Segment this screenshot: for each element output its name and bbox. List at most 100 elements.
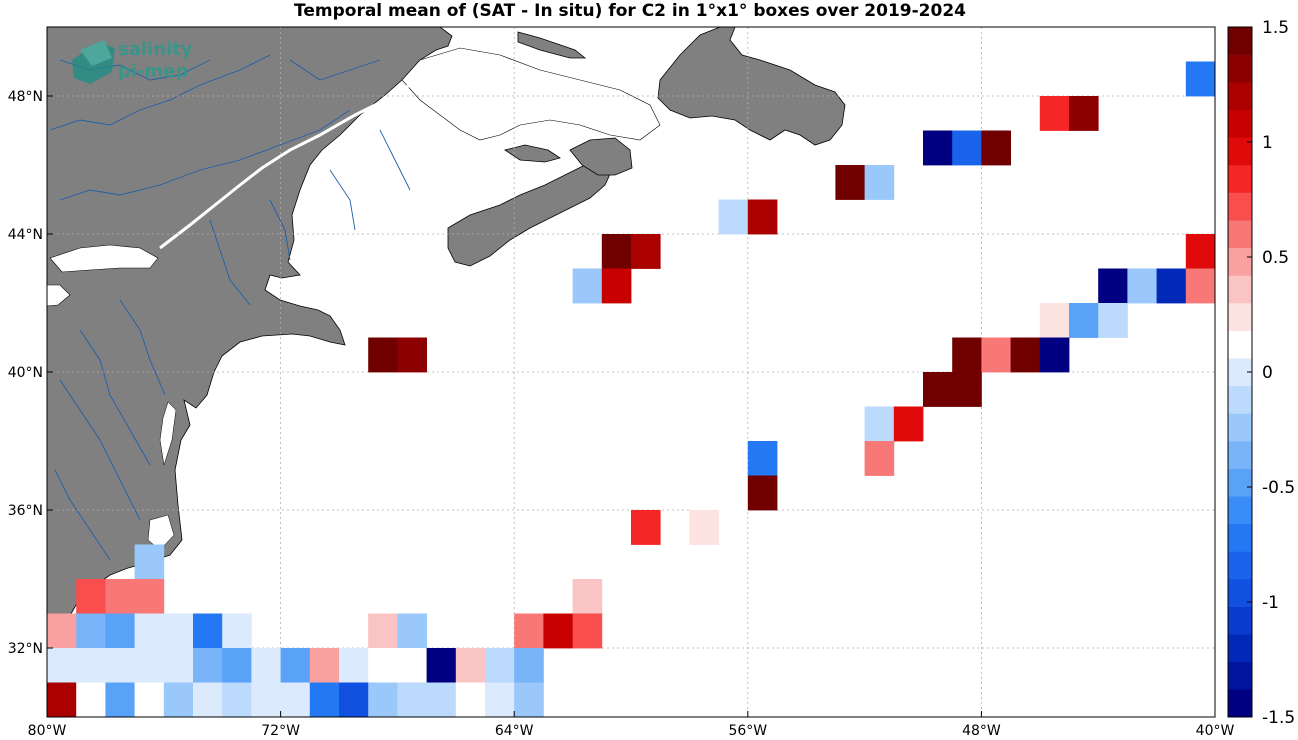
colorbar-swatch-3 bbox=[1228, 606, 1252, 635]
colorbar: 1.5 1 0.5 0 -0.5 -1 -1.5 bbox=[1227, 18, 1295, 728]
heatmap-cell-33 bbox=[864, 441, 895, 476]
heatmap-cell-74 bbox=[76, 682, 106, 718]
heatmap-cell-29 bbox=[952, 372, 982, 407]
heatmap-cell-77 bbox=[163, 682, 194, 718]
heatmap-cell-88 bbox=[485, 682, 515, 718]
colorbar-swatch-6 bbox=[1228, 523, 1252, 552]
heatmap-cell-60 bbox=[163, 648, 194, 683]
heatmap-cell-71 bbox=[485, 648, 515, 683]
heatmap-cell-43 bbox=[572, 579, 603, 614]
salinity-pimep-logo-icon bbox=[72, 40, 115, 84]
heatmap-cell-31 bbox=[893, 406, 924, 442]
colorbar-swatch-14 bbox=[1228, 303, 1252, 331]
y-tick-label-0: 32°N bbox=[8, 641, 43, 657]
heatmap-cell-54 bbox=[543, 613, 573, 649]
heatmap-cell-34 bbox=[689, 475, 719, 511]
y-axis-ticks: 32°N 36°N 40°N 44°N 48°N bbox=[8, 89, 53, 657]
colorbar-tick-label-5: -1 bbox=[1262, 593, 1279, 613]
heatmap-cell-36 bbox=[747, 475, 778, 511]
heatmap-cell-44 bbox=[47, 613, 77, 649]
heatmap-cell-49 bbox=[193, 613, 223, 649]
colorbar-tick-label-2: 0.5 bbox=[1262, 248, 1289, 268]
heatmap-cell-62 bbox=[222, 648, 252, 683]
heatmap-cell-53 bbox=[514, 613, 544, 649]
heatmap-cell-65 bbox=[309, 648, 340, 683]
gulf-of-st-lawrence-water bbox=[401, 47, 661, 141]
heatmap-cell-28 bbox=[923, 372, 953, 407]
heatmap-cell-10 bbox=[601, 234, 632, 269]
colorbar-swatch-1 bbox=[1228, 661, 1252, 690]
colorbar-swatches bbox=[1228, 27, 1252, 718]
heatmap-cell-50 bbox=[222, 613, 252, 649]
map-title: Temporal mean of (SAT - In situ) for C2 … bbox=[294, 1, 966, 21]
heatmap-cell-41 bbox=[105, 579, 135, 614]
heatmap-cell-30 bbox=[864, 406, 895, 442]
heatmap-cell-45 bbox=[76, 613, 106, 649]
heatmap-cell-81 bbox=[280, 682, 311, 718]
colorbar-tick-label-1: 1 bbox=[1262, 133, 1273, 153]
colorbar-swatch-19 bbox=[1228, 165, 1252, 193]
colorbar-swatch-16 bbox=[1228, 247, 1252, 276]
heatmap-cell-22 bbox=[368, 337, 398, 373]
y-tick-label-4: 48°N bbox=[8, 89, 43, 105]
colorbar-swatch-9 bbox=[1228, 441, 1252, 469]
logo-line2: pi-mep bbox=[118, 61, 188, 82]
x-tick-label-0: 80°W bbox=[28, 723, 67, 739]
colorbar-swatch-11 bbox=[1228, 385, 1252, 414]
colorbar-swatch-15 bbox=[1228, 275, 1252, 304]
heatmap-cell-7 bbox=[864, 165, 895, 200]
heatmap-cell-75 bbox=[105, 682, 135, 718]
y-tick-label-1: 36°N bbox=[8, 503, 43, 519]
heatmap-cell-57 bbox=[76, 648, 106, 683]
heatmap-cell-79 bbox=[222, 682, 252, 718]
land-layer bbox=[46, 26, 846, 652]
pei-land bbox=[504, 144, 561, 163]
lake-ontario-water bbox=[49, 244, 159, 273]
heatmap-cell-55 bbox=[572, 613, 603, 649]
y-tick-label-3: 44°N bbox=[8, 227, 43, 243]
heatmap-cell-24 bbox=[952, 337, 982, 373]
heatmap-cell-47 bbox=[134, 613, 165, 649]
heatmap-cell-39 bbox=[134, 544, 165, 580]
heatmap-cell-0 bbox=[1185, 61, 1216, 97]
y-tick-label-2: 40°N bbox=[8, 365, 43, 381]
heatmap-cell-32 bbox=[747, 441, 778, 476]
heatmap-cell-27 bbox=[1039, 337, 1070, 373]
colorbar-swatch-0 bbox=[1228, 689, 1252, 718]
heatmap-cell-42 bbox=[134, 579, 165, 614]
heatmap-cell-66 bbox=[339, 648, 369, 683]
heatmap-cell-58 bbox=[105, 648, 135, 683]
heatmap-cell-5 bbox=[981, 130, 1011, 166]
x-tick-label-4: 48°W bbox=[962, 723, 1001, 739]
colorbar-swatch-24 bbox=[1228, 27, 1252, 55]
heatmap-cell-18 bbox=[1185, 268, 1216, 304]
heatmap-cell-85 bbox=[397, 682, 427, 718]
colorbar-swatch-10 bbox=[1228, 413, 1252, 442]
heatmap-cell-21 bbox=[1098, 303, 1128, 338]
pamlico-sound-water bbox=[147, 514, 175, 551]
colorbar-swatch-5 bbox=[1228, 551, 1252, 580]
heatmap-cell-12 bbox=[1185, 234, 1216, 269]
chesapeake-bay-water bbox=[159, 401, 177, 466]
colorbar-ticks: 1.5 1 0.5 0 -0.5 -1 -1.5 bbox=[1247, 18, 1295, 728]
rivers bbox=[49, 54, 411, 561]
heatmap-cell-8 bbox=[718, 199, 749, 235]
colorbar-swatch-2 bbox=[1228, 634, 1252, 663]
colorbar-tick-label-6: -1.5 bbox=[1262, 708, 1295, 728]
heatmap-cell-38 bbox=[689, 510, 719, 545]
heatmap-cell-69 bbox=[426, 648, 457, 683]
heatmap-cell-67 bbox=[368, 648, 398, 683]
heatmap-cell-51 bbox=[368, 613, 398, 649]
st-lawrence-river bbox=[159, 83, 411, 250]
x-tick-label-1: 72°W bbox=[261, 723, 300, 739]
colorbar-tick-label-4: -0.5 bbox=[1262, 478, 1295, 498]
heatmap-cell-78 bbox=[193, 682, 223, 718]
heatmap-cell-64 bbox=[280, 648, 311, 683]
heatmap-cell-87 bbox=[455, 682, 486, 718]
heatmap-cell-11 bbox=[631, 234, 661, 269]
heatmap-cell-72 bbox=[514, 648, 544, 683]
colorbar-swatch-18 bbox=[1228, 192, 1252, 221]
colorbar-swatch-13 bbox=[1228, 330, 1252, 359]
heatmap-cell-56 bbox=[47, 648, 77, 683]
